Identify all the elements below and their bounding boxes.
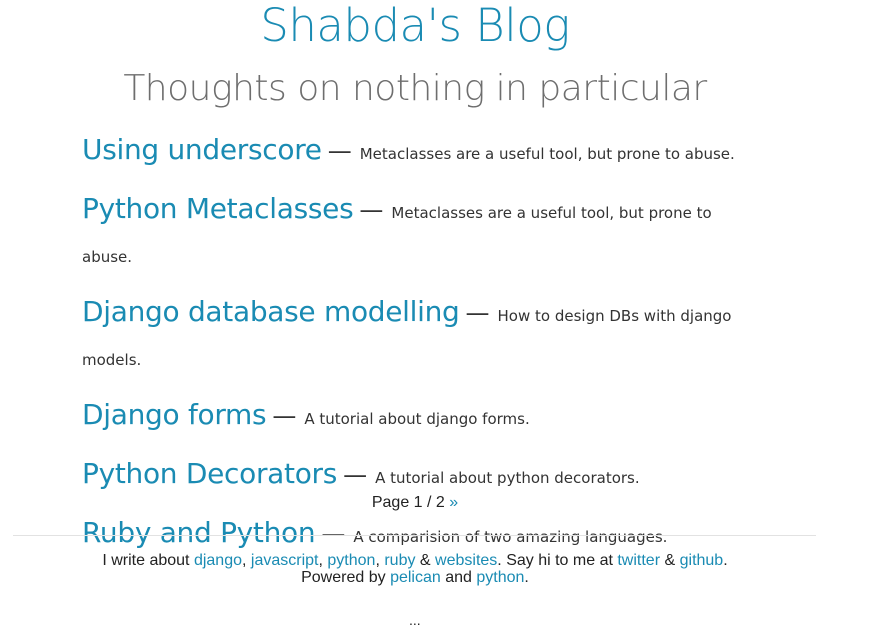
comma: , xyxy=(318,552,323,569)
separator-dash: — xyxy=(321,520,346,548)
next-page-link[interactable]: » xyxy=(449,494,459,511)
footer-say-hi: . Say hi to me at xyxy=(497,552,613,569)
separator-dash: — xyxy=(343,461,368,489)
post-description: Metaclasses are a useful tool, but prone… xyxy=(359,145,735,163)
post-item: Django forms — A tutorial about django for… xyxy=(82,393,742,441)
post-title-link[interactable]: Python Decorators xyxy=(82,457,338,490)
site-tagline: Thoughts on nothing in particular xyxy=(123,68,707,109)
ellipsis-indicator: ... xyxy=(409,612,421,627)
footer: I write about django, javascript, python… xyxy=(0,552,830,586)
post-description: A tutorial about python decorators. xyxy=(375,469,640,487)
post-item: Using underscore — Metaclasses are a usefu… xyxy=(82,128,742,176)
post-description: A tutorial about django forms. xyxy=(304,410,530,428)
post-description: A comparision of two amazing languages. xyxy=(353,528,668,546)
footer-about-line: I write about django, javascript, python… xyxy=(0,552,830,569)
topic-link-python[interactable]: python xyxy=(327,552,376,569)
separator-dash: — xyxy=(465,299,490,327)
period: . xyxy=(723,552,728,569)
github-link[interactable]: github xyxy=(679,552,724,569)
pelican-link[interactable]: pelican xyxy=(390,569,441,586)
post-item: Python Decorators — A tutorial about pytho… xyxy=(82,452,742,500)
post-title-link[interactable]: Using underscore xyxy=(82,133,322,166)
page-indicator: Page 1 / 2 xyxy=(371,494,445,511)
separator-dash: — xyxy=(359,196,384,224)
comma: , xyxy=(242,552,247,569)
comma: , xyxy=(375,552,380,569)
post-title-link[interactable]: Python Metaclasses xyxy=(82,192,354,225)
footer-powered-line: Powered by pelican and python. xyxy=(0,569,830,586)
post-list: Using underscore — Metaclasses are a usefu… xyxy=(82,128,742,570)
ampersand: & xyxy=(664,552,676,569)
footer-intro: I write about xyxy=(102,552,190,569)
post-description: Metaclasses are a useful tool, but prone… xyxy=(82,204,712,266)
footer-divider xyxy=(13,535,816,536)
post-item: Python Metaclasses — Metaclasses are a use… xyxy=(82,187,742,279)
topic-link-django[interactable]: django xyxy=(193,552,242,569)
post-item: Ruby and Python — A comparision of two ama… xyxy=(82,511,742,559)
post-title-link[interactable]: Django forms xyxy=(82,398,267,431)
topic-link-javascript[interactable]: javascript xyxy=(250,552,319,569)
separator-dash: — xyxy=(327,137,352,165)
topic-link-websites[interactable]: websites xyxy=(435,552,498,569)
powered-by-label: Powered by xyxy=(301,569,386,586)
pagination: Page 1 / 2 » xyxy=(0,494,830,512)
topic-link-ruby[interactable]: ruby xyxy=(384,552,416,569)
and-text: and xyxy=(445,569,472,586)
period: . xyxy=(524,569,529,586)
ampersand: & xyxy=(419,552,431,569)
post-item: Django database modelling — How to design … xyxy=(82,290,742,382)
post-description: How to design DBs with django models. xyxy=(82,307,732,369)
post-title-link[interactable]: Ruby and Python xyxy=(82,516,316,549)
python-link[interactable]: python xyxy=(476,569,525,586)
separator-dash: — xyxy=(272,402,297,430)
site-title[interactable]: Shabda's Blog xyxy=(260,0,570,52)
post-title-link[interactable]: Django database modelling xyxy=(82,295,460,328)
twitter-link[interactable]: twitter xyxy=(617,552,661,569)
